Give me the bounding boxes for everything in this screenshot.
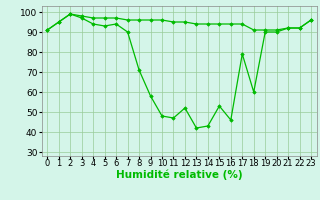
X-axis label: Humidité relative (%): Humidité relative (%) xyxy=(116,170,243,180)
